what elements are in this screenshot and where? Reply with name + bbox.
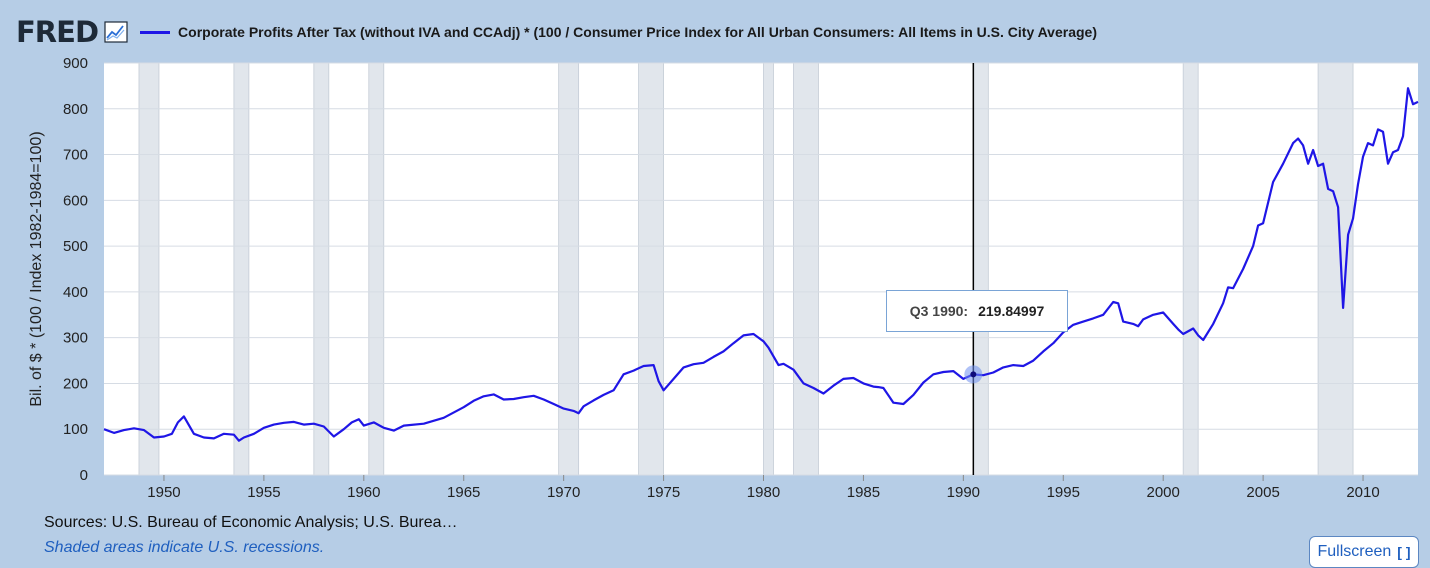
fullscreen-label: Fullscreen: [1317, 543, 1392, 560]
x-tick-label: 1975: [647, 484, 680, 501]
x-tick-label: 1950: [147, 484, 180, 501]
recession-band-6: [763, 62, 774, 476]
y-tick-label: 900: [63, 55, 88, 72]
x-tick-label: 2010: [1346, 484, 1379, 501]
x-tick-label: 1980: [747, 484, 780, 501]
series-line: [103, 87, 1419, 442]
recession-band-10: [1317, 62, 1354, 476]
y-axis-label: Bil. of $ * (100 / Index 1982-1984=100): [28, 131, 45, 406]
y-tick-label: 0: [80, 467, 88, 484]
chart-title: Corporate Profits After Tax (without IVA…: [178, 24, 1097, 40]
y-tick-label: 600: [63, 192, 88, 209]
legend-line-swatch: [140, 30, 171, 34]
y-tick-label: 700: [63, 147, 88, 164]
x-axis-ticks: 1950 1955 1960 1965 1970 1975 1980 1985 1990 1995…: [147, 475, 1380, 501]
x-tick-label: 1995: [1047, 484, 1080, 501]
recession-band-8: [972, 62, 989, 476]
hover-point[interactable]: [970, 371, 977, 378]
x-tick-label: 2005: [1246, 484, 1279, 501]
fullscreen-button[interactable]: Fullscreen [ ]: [1309, 536, 1419, 568]
recession-band-4: [558, 62, 580, 476]
y-tick-label: 200: [63, 375, 88, 392]
hover-tooltip: Q3 1990: 219.84997: [886, 290, 1068, 332]
x-tick-label: 1960: [347, 484, 380, 501]
y-tick-label: 500: [63, 238, 88, 255]
recession-band-7: [793, 62, 819, 476]
x-tick-label: 1985: [847, 484, 880, 501]
recession-band-2: [313, 62, 330, 476]
tooltip-value: 219.84997: [978, 303, 1045, 319]
recession-band-1: [233, 62, 250, 476]
y-tick-label: 300: [63, 330, 88, 347]
x-tick-label: 1990: [947, 484, 980, 501]
y-tick-label: 100: [63, 421, 88, 438]
gridlines: [104, 62, 1418, 476]
fred-logo[interactable]: FRED: [16, 15, 99, 49]
recession-band-3: [368, 62, 385, 476]
x-tick-label: 1955: [247, 484, 280, 501]
recession-band-5: [638, 62, 664, 476]
x-tick-label: 1965: [447, 484, 480, 501]
tooltip-date: Q3 1990:: [909, 303, 969, 319]
recession-band-9: [1182, 62, 1199, 476]
chart-header: FRED Corporate Profits After Tax (withou…: [16, 14, 1097, 50]
graph-icon: [104, 21, 128, 43]
recession-note: Shaded areas indicate U.S. recessions.: [44, 539, 325, 556]
recession-band-0: [138, 62, 160, 476]
x-tick-label: 1970: [547, 484, 580, 501]
x-tick-label: 2000: [1147, 484, 1180, 501]
y-axis-ticks: 0 100 200 300 400 500 600 700 800 900: [63, 55, 88, 484]
fullscreen-icon: [ ]: [1397, 544, 1411, 560]
plot-background: [104, 63, 1418, 475]
y-tick-label: 800: [63, 101, 88, 118]
sources-text[interactable]: Sources: U.S. Bureau of Economic Analysi…: [44, 514, 458, 531]
y-tick-label: 400: [63, 284, 88, 301]
